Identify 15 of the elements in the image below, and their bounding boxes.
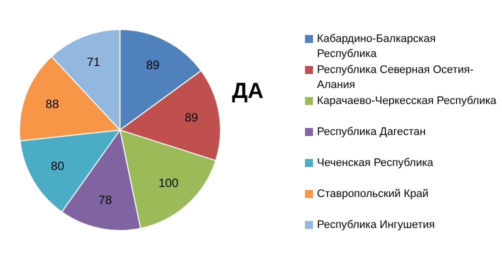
data-label: 80 [50,158,65,173]
data-label: 78 [98,193,112,208]
legend-label: Кабардино-Балкарская Республика [317,32,437,62]
legend-label: Республика Северная Осетия-Алания [317,63,474,93]
legend-label: Карачаево-Черкесская Республика [317,94,496,109]
text: ДА [232,78,264,104]
data-label: 100 [158,176,179,190]
data-label: 71 [86,54,100,69]
legend-label: Республика Дагестан [317,125,426,140]
legend-label: Республика Ингушетия [317,218,435,233]
legend-label: Чеченская Республика [317,156,434,171]
legend-label: Ставропольский Край [317,187,428,202]
data-label: 88 [46,97,60,112]
data-label: 89 [184,110,198,125]
data-label: 89 [146,58,160,72]
